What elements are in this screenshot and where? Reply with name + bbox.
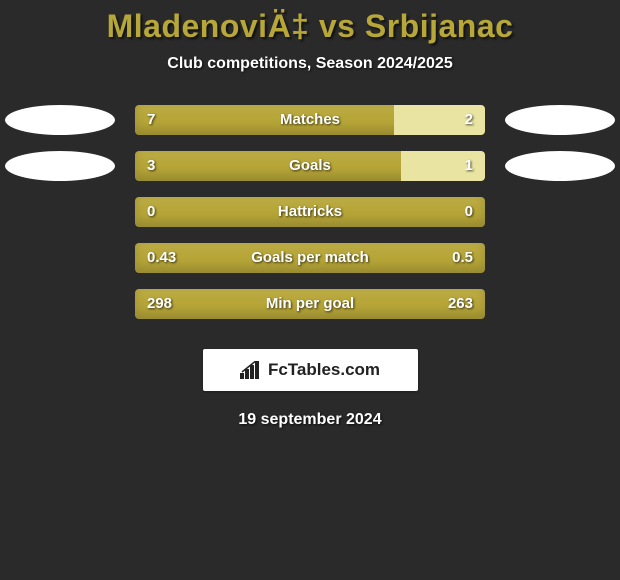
player-right-marker [505,151,615,181]
stat-row: 3Goals1 [0,151,620,181]
player-left-marker [5,151,115,181]
stat-label: Goals per match [135,243,485,273]
stat-label: Min per goal [135,289,485,319]
stat-bar: 3Goals1 [135,151,485,181]
stat-label: Goals [135,151,485,181]
stat-row: 0.43Goals per match0.5 [0,243,620,273]
page-title: MladenoviÄ‡ vs Srbijanac [0,8,620,45]
player-left-marker [5,105,115,135]
brand-text: FcTables.com [268,360,380,380]
stat-bar: 0Hattricks0 [135,197,485,227]
stat-bar: 298Min per goal263 [135,289,485,319]
brand-badge: FcTables.com [203,349,418,391]
stat-row: 7Matches2 [0,105,620,135]
player-right-marker [505,105,615,135]
stat-rows: 7Matches2 3Goals1 0Hattricks0 0.43Goals per… [0,105,620,319]
stat-label: Matches [135,105,485,135]
stat-right-value: 1 [465,151,473,181]
stat-right-value: 0.5 [452,243,473,273]
stat-bar: 0.43Goals per match0.5 [135,243,485,273]
stat-right-value: 263 [448,289,473,319]
page-subtitle: Club competitions, Season 2024/2025 [0,55,620,73]
stat-label: Hattricks [135,197,485,227]
stat-right-value: 0 [465,197,473,227]
stat-right-value: 2 [465,105,473,135]
comparison-infographic: MladenoviÄ‡ vs Srbijanac Club competitio… [0,0,620,580]
chart-icon [240,361,262,379]
stat-row: 0Hattricks0 [0,197,620,227]
date-text: 19 september 2024 [0,411,620,429]
stat-row: 298Min per goal263 [0,289,620,319]
stat-bar: 7Matches2 [135,105,485,135]
